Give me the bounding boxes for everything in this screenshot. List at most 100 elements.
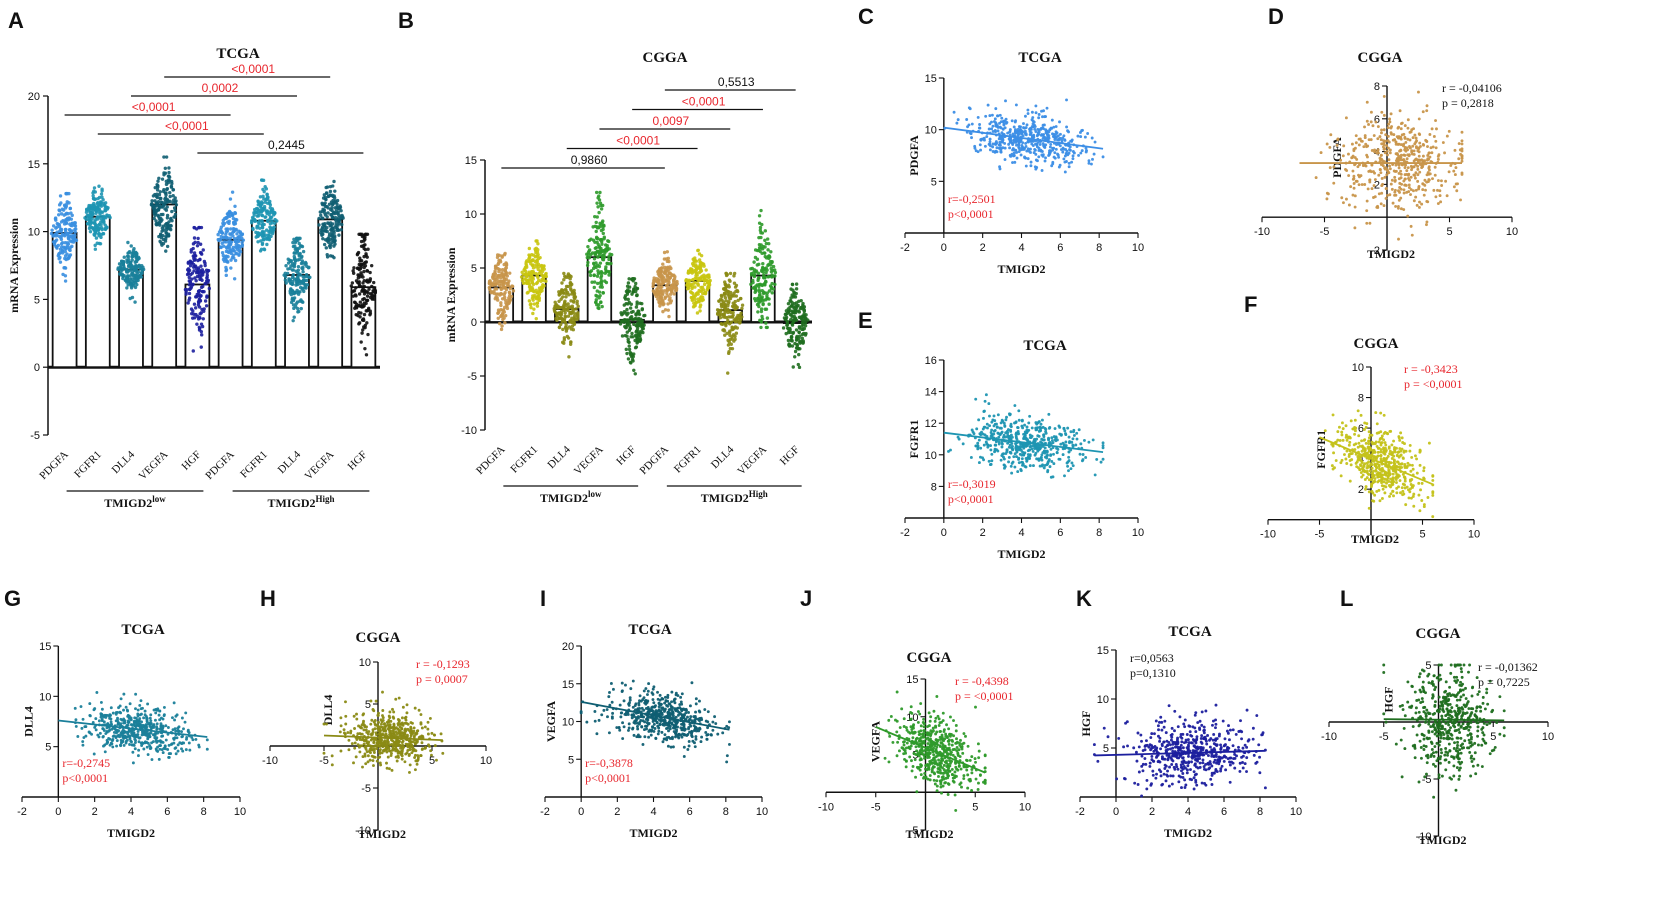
data-point xyxy=(1416,164,1420,168)
data-point xyxy=(329,200,334,204)
data-point xyxy=(1054,130,1058,134)
data-point xyxy=(154,203,158,208)
data-point xyxy=(1397,177,1401,181)
data-point xyxy=(1370,187,1374,191)
data-point xyxy=(197,268,201,272)
data-point xyxy=(564,329,569,333)
data-point xyxy=(93,229,97,233)
data-point xyxy=(661,281,665,285)
data-point xyxy=(1030,447,1034,451)
data-point xyxy=(1087,159,1091,163)
data-point xyxy=(1051,162,1055,166)
x-tick-label: -2 xyxy=(900,242,910,254)
data-point xyxy=(288,289,292,293)
data-point xyxy=(497,258,501,263)
data-point xyxy=(1399,169,1403,173)
data-point xyxy=(284,281,288,285)
data-point xyxy=(291,240,295,245)
data-point xyxy=(803,320,808,325)
group-superscript: High xyxy=(315,494,334,504)
data-point xyxy=(702,264,706,268)
data-point xyxy=(969,132,973,136)
data-point xyxy=(726,343,731,347)
data-point xyxy=(566,314,571,318)
data-point xyxy=(332,255,336,260)
data-point xyxy=(156,208,161,212)
data-point xyxy=(282,273,286,277)
data-point xyxy=(503,269,507,273)
data-point xyxy=(629,335,633,339)
data-point xyxy=(157,203,162,208)
data-point xyxy=(53,232,57,237)
data-point xyxy=(1460,139,1464,143)
data-point xyxy=(502,292,506,297)
data-point xyxy=(597,226,601,230)
data-point xyxy=(1069,139,1073,143)
data-point xyxy=(1368,178,1372,182)
data-point xyxy=(731,310,735,315)
data-point xyxy=(190,277,194,281)
data-point xyxy=(1453,173,1457,177)
data-point xyxy=(757,246,762,250)
data-point xyxy=(199,311,203,315)
data-point xyxy=(1078,452,1082,456)
data-point xyxy=(261,237,265,242)
data-point xyxy=(1384,187,1388,190)
data-point xyxy=(991,142,995,146)
data-point xyxy=(503,251,507,256)
data-point xyxy=(763,283,767,287)
y-tick-label: 10 xyxy=(28,227,40,239)
data-point xyxy=(323,222,327,226)
data-point xyxy=(65,232,70,237)
data-point xyxy=(55,246,59,250)
data-point xyxy=(1454,166,1458,170)
data-point xyxy=(173,212,178,216)
data-point xyxy=(1351,177,1355,181)
data-point xyxy=(1030,142,1034,146)
data-point xyxy=(531,311,535,316)
data-point xyxy=(1370,148,1374,152)
data-point xyxy=(1394,169,1398,173)
data-point xyxy=(193,276,197,280)
data-point xyxy=(601,231,605,236)
data-point xyxy=(354,294,358,298)
data-point xyxy=(620,334,625,338)
data-point xyxy=(1365,199,1369,203)
data-point xyxy=(976,447,980,451)
data-point xyxy=(74,238,79,243)
data-point xyxy=(625,322,630,327)
data-point xyxy=(596,205,600,209)
data-point xyxy=(594,300,598,304)
data-point xyxy=(1363,183,1367,186)
data-point xyxy=(153,185,157,190)
data-point xyxy=(167,170,171,175)
data-point xyxy=(171,200,175,205)
data-point xyxy=(1431,145,1435,149)
data-point xyxy=(1077,153,1081,157)
data-point xyxy=(264,236,268,240)
data-point xyxy=(188,279,192,284)
data-point xyxy=(1357,143,1361,147)
data-point xyxy=(534,316,538,321)
data-point xyxy=(623,295,627,300)
data-point xyxy=(323,201,327,205)
data-point xyxy=(1077,428,1081,432)
data-point xyxy=(193,240,197,245)
data-point xyxy=(1413,173,1417,177)
data-point xyxy=(694,273,698,278)
data-point xyxy=(634,281,638,286)
data-point xyxy=(699,297,703,301)
data-point xyxy=(1071,443,1075,447)
data-point xyxy=(568,277,572,281)
y-axis-label: mRNA Expression xyxy=(7,218,21,313)
data-point xyxy=(84,210,89,214)
data-point xyxy=(666,287,670,291)
data-point xyxy=(91,191,95,195)
data-point xyxy=(354,312,358,317)
data-point xyxy=(1072,433,1076,437)
data-point xyxy=(1040,150,1044,153)
data-point xyxy=(271,213,276,217)
data-point xyxy=(734,294,739,298)
data-point xyxy=(726,303,730,308)
